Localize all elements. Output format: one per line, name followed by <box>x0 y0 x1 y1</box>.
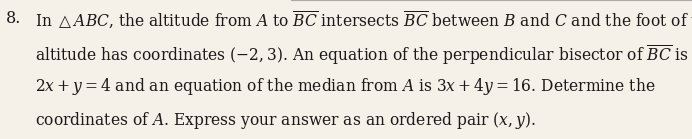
Text: altitude has coordinates $(-2,3)$. An equation of the perpendicular bisector of : altitude has coordinates $(-2,3)$. An eq… <box>35 43 689 67</box>
Text: In $\triangle ABC$, the altitude from $A$ to $\overline{BC}$ intersects $\overli: In $\triangle ABC$, the altitude from $A… <box>35 10 692 31</box>
Text: 8.: 8. <box>6 10 21 27</box>
Text: coordinates of $A$. Express your answer as an ordered pair $(x,y)$.: coordinates of $A$. Express your answer … <box>35 110 536 131</box>
Text: $2x+y=4$ and an equation of the median from $A$ is $3x+4y=16$. Determine the: $2x+y=4$ and an equation of the median f… <box>35 76 655 97</box>
